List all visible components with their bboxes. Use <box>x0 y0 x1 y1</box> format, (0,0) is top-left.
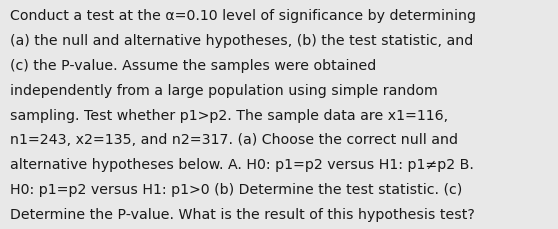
Text: (a) the null and alternative hypotheses, (b) the test statistic, and: (a) the null and alternative hypotheses,… <box>10 34 473 48</box>
Text: H0: p1=p2 versus H1: p1>0 (b) Determine the test statistic. (c): H0: p1=p2 versus H1: p1>0 (b) Determine … <box>10 182 462 196</box>
Text: sampling. Test whether p1>p2. The sample data are x1=116,: sampling. Test whether p1>p2. The sample… <box>10 108 448 122</box>
Text: independently from a large population using simple random: independently from a large population us… <box>10 83 438 97</box>
Text: (c) the P-value. Assume the samples were obtained: (c) the P-value. Assume the samples were… <box>10 59 376 73</box>
Text: Conduct a test at the α=0.10 level of significance by determining: Conduct a test at the α=0.10 level of si… <box>10 9 476 23</box>
Text: Determine the P-value. What is the result of this hypothesis test?: Determine the P-value. What is the resul… <box>10 207 475 221</box>
Text: n1=243, x2=135, and n2=317. (a) Choose the correct null and: n1=243, x2=135, and n2=317. (a) Choose t… <box>10 133 458 147</box>
Text: alternative hypotheses below. A. H0: p1=p2 versus H1: p1≠p2 B.: alternative hypotheses below. A. H0: p1=… <box>10 158 474 172</box>
